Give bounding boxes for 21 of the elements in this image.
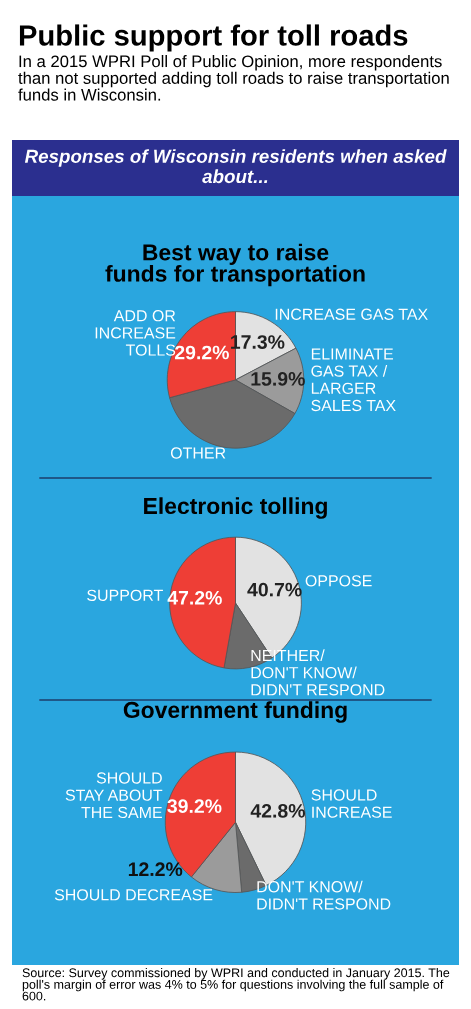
text: Public support for toll roads (19, 24, 408, 52)
slice-label: SHOULD INCREASE (311, 789, 392, 818)
slice-label: INCREASE GAS TAX (275, 308, 428, 320)
source-note: Source: Survey commissioned by WPRI and conducted in January 2015. The poll's margin of error was 4% to 5% for questions involving the full sample of 600. (22, 968, 450, 1001)
slice-label: ELIMINATE GAS TAX / LARGER SALES TAX (311, 348, 396, 412)
slice-label: SHOULD STAY ABOUT THE SAME (65, 772, 163, 819)
text: Responses of Wisconsin residents when asked about... (24, 149, 447, 184)
slice-label: OPPOSE (305, 575, 372, 587)
data-label: 12.2% (128, 862, 183, 877)
data-label: 42.8% (250, 803, 305, 818)
slice-label: DON'T KNOW/ DIDN'T RESPOND (257, 880, 391, 910)
slice-label: OTHER (170, 447, 226, 459)
slice-label: SUPPORT (87, 589, 163, 601)
text: In a 2015 WPRI Poll of Public Opinion, more respondents than not supported adding toll roads to raise transportation funds in Wisconsin. (18, 55, 449, 101)
slice-label: SHOULD DECREASE (54, 889, 213, 901)
chart-title: Best way to raise funds for transportation (105, 243, 365, 287)
data-label: 39.2% (167, 799, 222, 814)
chart-title: Government funding (123, 701, 347, 723)
slice-label: ADD OR INCREASE TOLLS (95, 310, 176, 356)
chart-title: Electronic tolling (144, 497, 327, 519)
data-label: 29.2% (175, 345, 229, 360)
